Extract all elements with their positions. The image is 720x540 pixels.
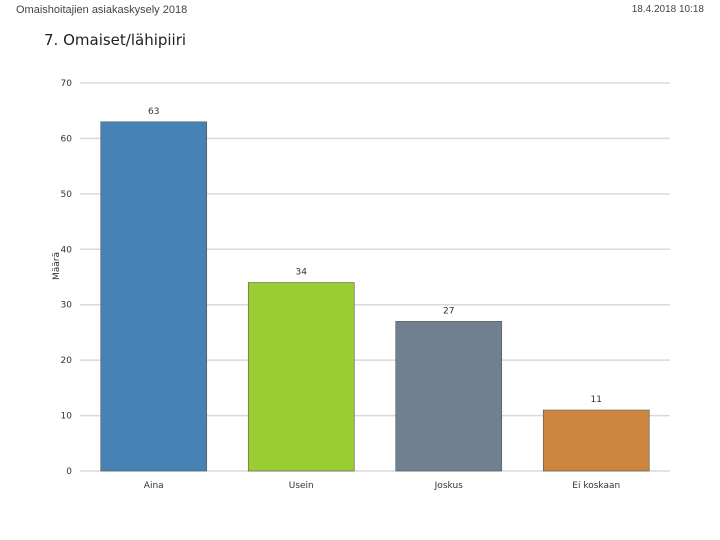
- x-tick-label: Usein: [289, 481, 314, 491]
- x-axis-ticks: Aina Usein Joskus Ei koskaan: [144, 481, 620, 491]
- data-label: 27: [443, 306, 454, 316]
- y-tick-label: 40: [61, 245, 73, 255]
- value-labels: 63 34 27 11: [148, 107, 602, 405]
- report-datetime: 18.4.2018 10:18: [631, 4, 704, 15]
- x-tick-label: Ei koskaan: [572, 481, 620, 491]
- y-tick-label: 60: [61, 134, 73, 144]
- bar-aina: [100, 121, 208, 472]
- data-label: 63: [148, 107, 159, 117]
- data-label: 34: [296, 268, 308, 278]
- y-tick-label: 20: [61, 356, 73, 366]
- bar-usein: [247, 282, 355, 472]
- y-tick-label: 70: [61, 79, 73, 89]
- y-tick-label: 0: [66, 467, 72, 477]
- y-axis-ticks: 0 10 20 30 40 50 60 70: [61, 79, 73, 477]
- y-tick-label: 50: [61, 190, 73, 200]
- x-tick-label: Aina: [144, 481, 164, 491]
- bars: [100, 121, 650, 472]
- y-axis-label: Määrä: [52, 252, 62, 280]
- data-label: 11: [591, 395, 602, 405]
- chart-title: 7. Omaiset/lähipiiri: [44, 31, 187, 49]
- y-tick-label: 30: [61, 301, 73, 311]
- y-tick-label: 10: [61, 412, 73, 422]
- survey-name: Omaishoitajien asiakaskysely 2018: [16, 4, 188, 16]
- x-tick-label: Joskus: [434, 481, 463, 491]
- bar-ei-koskaan: [542, 409, 650, 472]
- bar-joskus: [395, 321, 503, 472]
